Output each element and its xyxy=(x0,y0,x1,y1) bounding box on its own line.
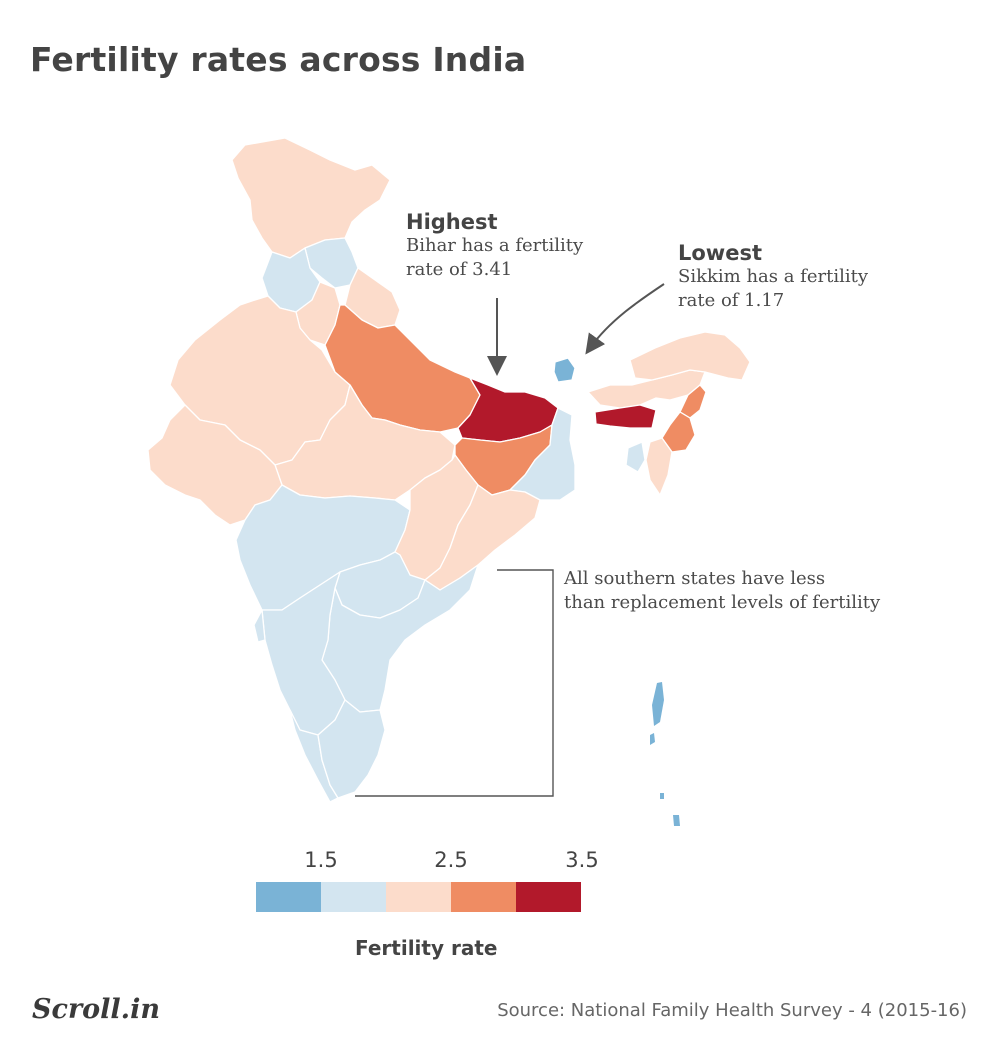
region-andaman-1 xyxy=(652,682,664,726)
annotation-southern-states: All southern states have less than repla… xyxy=(564,567,944,615)
south-bracket xyxy=(355,569,554,797)
region-tamil-nadu xyxy=(317,699,386,799)
page-title: Fertility rates across India xyxy=(30,40,527,79)
region-west-bengal xyxy=(509,407,576,501)
region-gujarat xyxy=(147,404,283,526)
annotation-lowest-heading: Lowest xyxy=(678,241,762,265)
region-meghalaya xyxy=(594,404,657,429)
scroll-logo: Scroll.in xyxy=(32,994,160,1025)
annotation-highest-line2: rate of 3.41 xyxy=(406,259,513,280)
annotation-south-line1: All southern states have less xyxy=(564,568,826,589)
legend-title: Fertility rate xyxy=(355,936,498,960)
region-mizoram xyxy=(645,437,673,496)
region-goa xyxy=(253,609,266,643)
legend-tick-label: 1.5 xyxy=(304,848,338,872)
region-karnataka xyxy=(261,571,346,736)
legend-swatch xyxy=(256,882,321,912)
region-jammu-kashmir xyxy=(231,137,391,259)
annotation-highest-line1: Bihar has a fertility xyxy=(406,235,584,256)
legend-swatch xyxy=(451,882,516,912)
region-nicobar-1 xyxy=(660,793,664,799)
annotation-highest-heading: Highest xyxy=(406,210,498,234)
legend-swatch xyxy=(321,882,386,912)
region-manipur xyxy=(661,411,696,453)
lowest-arrow xyxy=(585,283,665,355)
legend-tick-label: 2.5 xyxy=(434,848,468,872)
region-arunachal xyxy=(629,331,751,381)
source-note: Source: National Family Health Survey - … xyxy=(497,1000,967,1021)
legend-swatch xyxy=(386,882,451,912)
annotation-lowest-line2: rate of 1.17 xyxy=(678,290,785,311)
legend-swatch xyxy=(516,882,581,912)
region-andaman-2 xyxy=(650,733,655,745)
annotation-lowest-line1: Sikkim has a fertility xyxy=(678,266,869,287)
legend-tick-label: 3.5 xyxy=(565,848,599,872)
annotation-highest: Highest Bihar has a fertility rate of 3.… xyxy=(406,210,636,282)
region-nicobar-2 xyxy=(673,815,680,826)
annotation-lowest: Lowest Sikkim has a fertility rate of 1.… xyxy=(678,241,918,313)
region-tripura xyxy=(625,441,646,473)
region-sikkim xyxy=(553,357,576,383)
annotation-south-line2: than replacement levels of fertility xyxy=(564,592,881,613)
legend-color-bar xyxy=(256,882,581,912)
